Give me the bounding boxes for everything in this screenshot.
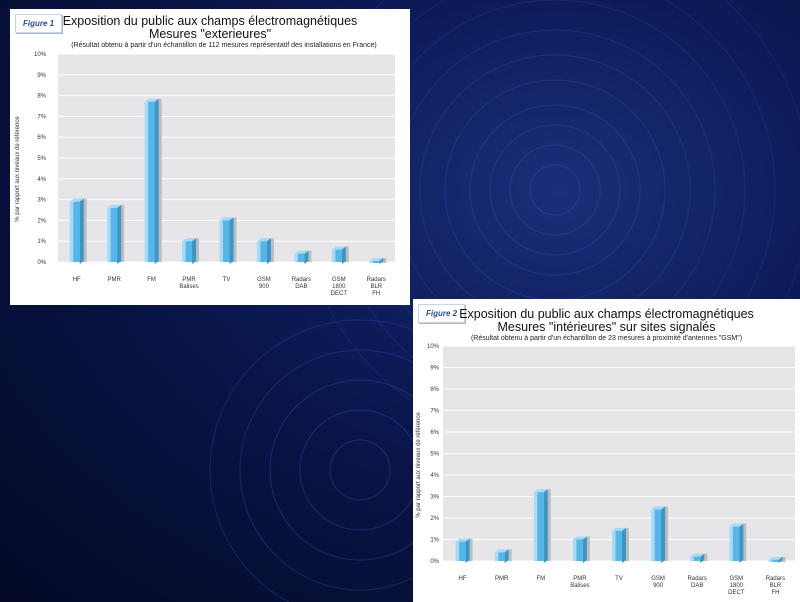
x-category-label: Balises [570,583,589,589]
bar [256,238,274,264]
background-ring [299,409,421,531]
bar [369,257,387,264]
figure-1-title: Exposition du public aux champs électrom… [62,14,358,28]
x-category-label: GSM [332,277,346,283]
y-tick-label: 0% [430,559,439,565]
y-tick-label: 1% [37,239,46,245]
x-category-label: FH [771,590,779,596]
bar [69,198,87,264]
x-category-label: Radars [766,576,785,582]
y-tick-label: 3% [37,198,46,204]
y-tick-label: 6% [37,135,46,141]
bar [651,506,669,563]
bar [690,553,708,563]
background-ring [419,54,691,326]
bar [494,549,512,563]
y-tick-label: 9% [430,366,439,372]
y-tick-label: 5% [430,452,439,458]
x-category-label: PMR [573,576,587,582]
y-tick-label: 8% [37,94,46,100]
y-tick-label: 5% [37,156,46,162]
y-tick-label: 4% [37,177,46,183]
x-category-label: HF [73,277,81,283]
bar [219,217,237,264]
x-category-label: FM [147,277,156,283]
y-tick-label: 2% [37,218,46,224]
x-category-label: PMR [182,277,196,283]
x-category-label: Radars [367,277,386,283]
figure-2-note: (Résultat obtenu à partir d'un échantill… [470,335,743,342]
x-category-label: GSM [257,277,271,283]
x-category-label: FH [372,291,380,297]
x-category-label: FM [536,576,545,582]
x-category-label: 900 [259,284,270,290]
x-category-label: Radars [688,576,707,582]
background-ring [444,79,666,301]
y-tick-label: 4% [430,473,439,479]
x-category-label: TV [615,576,623,582]
y-tick-label: 10% [34,52,47,58]
x-category-label: 1800 [730,583,744,589]
y-tick-label: 9% [37,73,46,79]
x-category-label: HF [459,576,467,582]
y-tick-label: 3% [430,495,439,501]
bar [455,538,473,563]
bar [182,238,200,264]
x-category-label: DECT [728,590,745,596]
x-category-label: 900 [653,583,664,589]
x-category-label: 1800 [332,284,346,290]
x-category-label: Radars [292,277,311,283]
y-axis-label: % par rapport aux niveaux de référence [15,116,21,222]
background-ring [469,104,641,276]
figure-1-panel: Figure 1 Exposition du public aux champs… [10,9,410,305]
background-ring [489,124,621,256]
x-category-label: TV [223,277,231,283]
x-category-label: DECT [331,291,348,297]
x-category-label: GSM [729,576,743,582]
x-category-label: PMR [107,277,121,283]
x-category-label: GSM [651,576,665,582]
bar [572,536,590,563]
y-tick-label: 8% [430,387,439,393]
bar [768,556,786,563]
y-tick-label: 7% [37,114,46,120]
y-tick-label: 10% [427,344,440,350]
figure-2-chart: 0% 1% 2% 3% 4% 5% 6% 7% 8% 9% 10% % par rapport aux… [416,344,795,596]
figure-2-panel: Figure 2 Exposition du public aux champs… [413,299,800,602]
x-category-label: BLR [370,284,382,290]
x-category-label: DAB [691,583,703,589]
bar [107,204,125,264]
background-ring [529,164,581,216]
bar [294,250,312,264]
x-category-label: Balises [179,284,198,290]
figure-1-subtitle: Mesures "exterieures" [148,27,272,41]
bar [144,98,162,264]
background-ring [509,144,601,236]
y-tick-label: 6% [430,430,439,436]
y-tick-label: 7% [430,409,439,415]
figure-1-chart: 0% 1% 2% 3% 4% 5% 6% 7% 8% 9% 10% % par rapport aux… [15,52,395,297]
figure-1-tag: Figure 1 [15,14,63,33]
x-category-label: DAB [295,284,307,290]
x-category-label: BLR [770,583,782,589]
background-ring [329,439,391,501]
bar [331,246,349,264]
figure-1-note: (Résultat obtenu à partir d'un échantill… [71,42,377,49]
y-tick-label: 0% [37,260,46,266]
bar [533,489,551,563]
figure-2-title: Exposition du public aux champs électrom… [459,307,754,321]
figure-2-subtitle: Mesures "intérieures" sur sites signalés [497,320,716,334]
bar [729,523,747,563]
figure-2-tag: Figure 2 [418,304,466,323]
bar [612,527,629,563]
y-tick-label: 2% [430,516,439,522]
y-axis-label: % par rapport aux niveaux de référence [416,412,422,518]
x-category-label: PMR [495,576,509,582]
y-tick-label: 1% [430,538,439,544]
